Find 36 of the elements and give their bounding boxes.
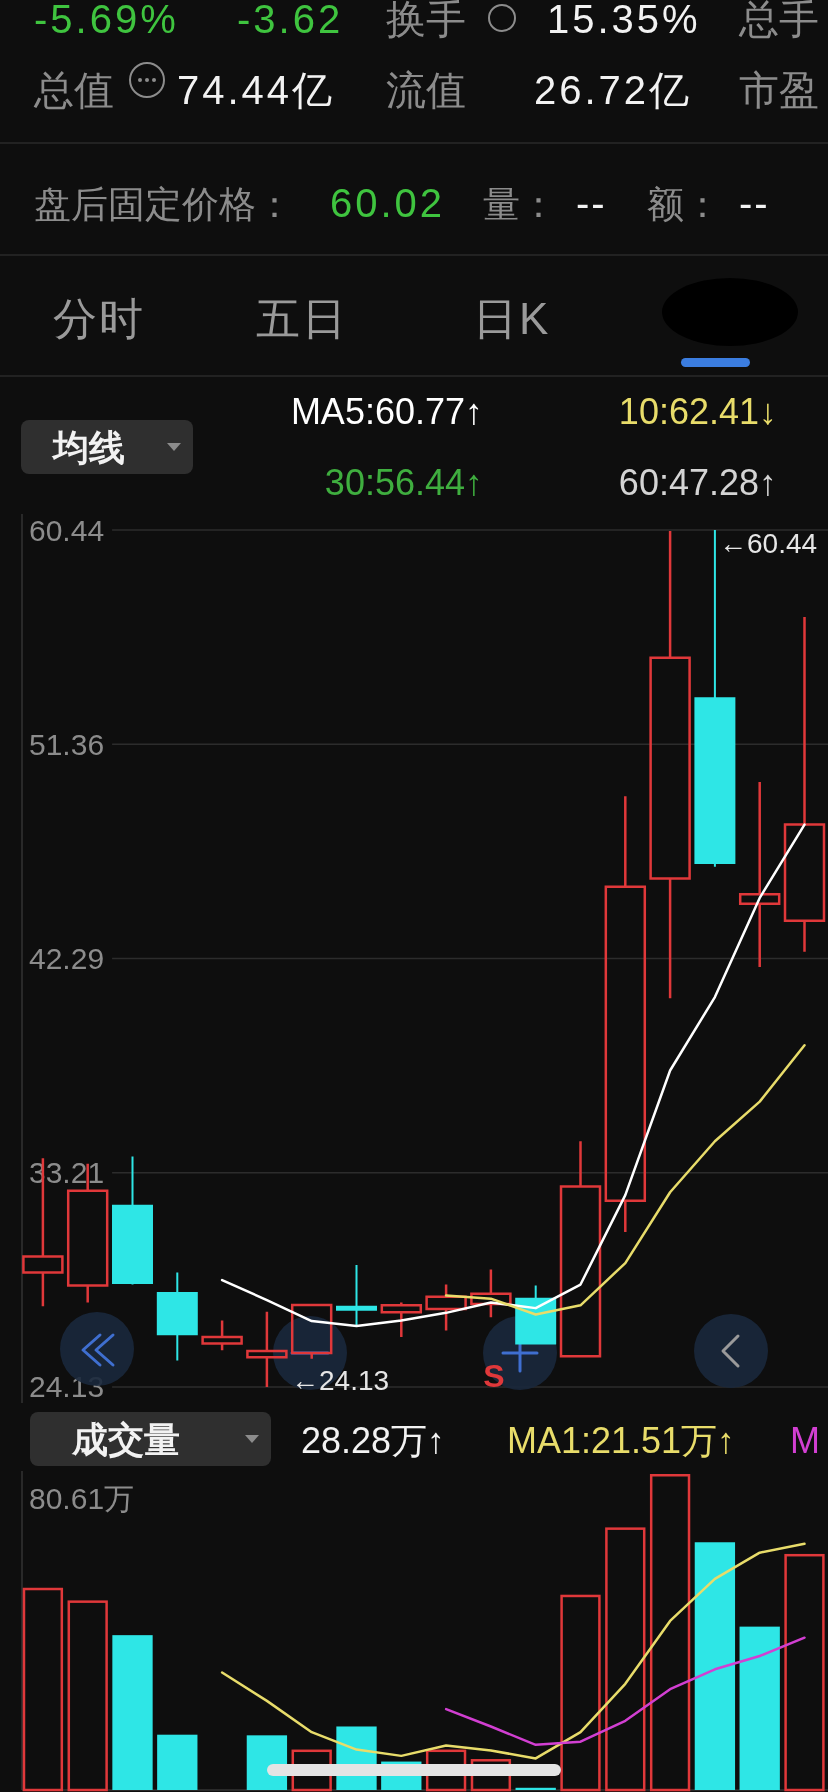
legend-entry: M (790, 1420, 820, 1461)
text: -5.69% (34, 0, 179, 41)
text: -3.62 (237, 0, 344, 41)
annotation: 80.61万 (29, 1481, 135, 1515)
legend-entry: MA1:21.51万↑ (507, 1420, 736, 1461)
text: 74.44亿 (177, 68, 336, 112)
annotation: 28.28万↑ (301, 1420, 446, 1461)
text: 总手 (739, 0, 819, 41)
legend-entry: MA5:60.77↑ (290, 391, 483, 432)
text: 五日 (256, 294, 348, 343)
tick-label: 24.13 (29, 1370, 105, 1404)
text: -- (576, 181, 607, 225)
legend-entry: 10:62.41↓ (618, 391, 777, 432)
text: 流值 (386, 68, 466, 112)
text: 分时 (53, 294, 145, 343)
text: 总值 (34, 68, 114, 112)
legend-entry: 30:56.44↑ (324, 462, 483, 503)
tick-label: 42.29 (29, 941, 105, 975)
annotation: ←60.44 (719, 527, 818, 559)
text: 60.02 (330, 181, 446, 225)
tick-label: 51.36 (29, 727, 105, 761)
text: 量： (483, 184, 557, 225)
text: 26.72亿 (534, 68, 693, 112)
text: -- (739, 181, 770, 225)
text: 日K (473, 294, 551, 343)
annotation: ←24.13 (291, 1364, 390, 1396)
text: 市盈 (739, 68, 819, 112)
text: 换手 (386, 0, 466, 41)
legend-entry: 60:47.28↑ (618, 462, 777, 503)
text: 额： (647, 184, 721, 225)
annotation: S (483, 1358, 505, 1394)
text: 盘后固定价格： (34, 184, 293, 225)
tick-label: 60.44 (29, 513, 105, 547)
legend-title: 成交量 (72, 1419, 180, 1460)
legend-title: 均线 (53, 427, 125, 468)
text: 15.35% (547, 0, 701, 41)
